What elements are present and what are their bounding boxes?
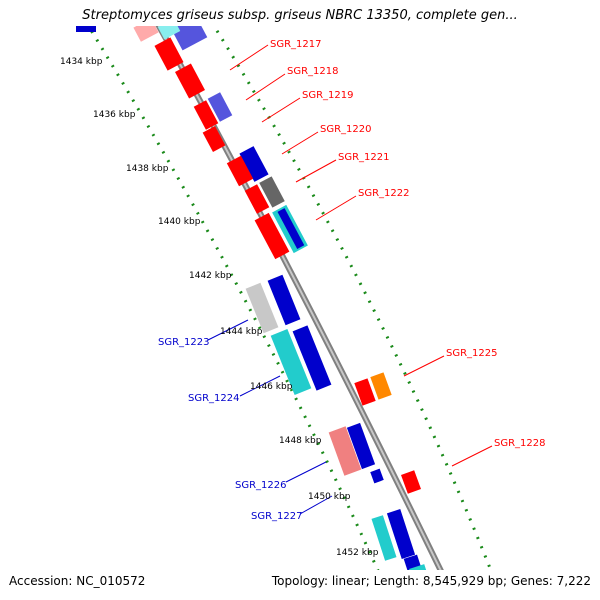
gene-sgr-1218[interactable] [207, 92, 233, 122]
gene-label[interactable]: SGR_1226 [235, 480, 287, 491]
tick-label: 1440 kbp [158, 217, 201, 227]
tick-label: 1444 kbp [220, 327, 263, 337]
gene-sgr-1220[interactable] [239, 146, 269, 182]
tick-label: 1450 kbp [308, 492, 351, 502]
gene-label[interactable]: SGR_1228 [494, 438, 546, 449]
tick-label: 1438 kbp [126, 164, 169, 174]
reverse-label-leaders [207, 319, 333, 515]
gene-label[interactable]: SGR_1221 [338, 152, 390, 163]
gene-label[interactable]: SGR_1222 [358, 188, 410, 199]
tick-label: 1434 kbp [60, 57, 103, 67]
gene-sgr-1226[interactable] [328, 422, 384, 484]
forward-gene-labels: SGR_1217 SGR_1218 SGR_1219 SGR_1220 SGR_… [270, 39, 546, 449]
red-gene-cluster [154, 37, 421, 494]
tick-label: 1442 kbp [189, 271, 232, 281]
tick-label: 1448 kbp [279, 436, 322, 446]
gene-label[interactable]: SGR_1219 [302, 90, 354, 101]
gene-label[interactable]: SGR_1217 [270, 39, 322, 50]
gene-label[interactable]: SGR_1224 [188, 393, 240, 404]
gene-label[interactable]: SGR_1218 [287, 66, 339, 77]
tick-labels: 1434 kbp 1436 kbp 1438 kbp 1440 kbp 1442… [60, 57, 379, 558]
tick-label: 1436 kbp [93, 110, 136, 120]
forward-label-leaders [229, 44, 493, 467]
gene-sgr-1217[interactable] [164, 4, 208, 51]
accession-text: Accession: NC_010572 [9, 574, 146, 588]
gene-sgr-1227[interactable] [371, 509, 432, 590]
gene-sgr-1224[interactable] [270, 325, 332, 396]
right-dotted-guide [212, 26, 493, 570]
reverse-gene-labels: SGR_1223 SGR_1224 SGR_1226 SGR_1227 [158, 337, 303, 522]
tick-label: 1446 kbp [250, 382, 293, 392]
gene-label[interactable]: SGR_1223 [158, 337, 210, 348]
tick-label: 1452 kbp [336, 548, 379, 558]
gene-label[interactable]: SGR_1227 [251, 511, 303, 522]
gene-sgr-1222[interactable] [272, 204, 308, 254]
gene-label[interactable]: SGR_1225 [446, 348, 498, 359]
gene-sgr-1223[interactable] [245, 274, 301, 334]
gene-label[interactable]: SGR_1220 [320, 124, 372, 135]
topology-text: Topology: linear; Length: 8,545,929 bp; … [271, 574, 591, 588]
map-title: Streptomyces griseus subsp. griseus NBRC… [82, 8, 518, 23]
gene-sgr-1225[interactable] [370, 372, 392, 400]
top-gene-fragments [76, 26, 181, 42]
gene-sgr-1221[interactable] [259, 176, 285, 208]
